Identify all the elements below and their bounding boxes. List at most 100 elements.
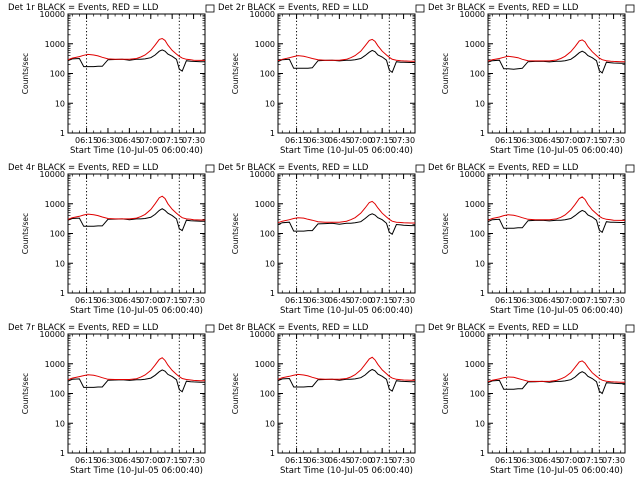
detector-panel-6: Det 6r BLACK = Events, RED = LLD 1 10 100 10… bbox=[428, 163, 635, 316]
y-tick-label: 100 bbox=[50, 230, 65, 239]
events-series-line bbox=[487, 50, 625, 74]
y-tick-label: 10000 bbox=[250, 330, 275, 339]
lld-series-line bbox=[277, 38, 415, 62]
legend-box bbox=[415, 324, 425, 333]
y-tick-label: 10 bbox=[265, 419, 275, 428]
x-tick-label: 07:30 bbox=[602, 136, 625, 145]
y-tick-label: 10000 bbox=[460, 170, 485, 179]
x-tick-label: 06:30 bbox=[306, 456, 329, 465]
events-series-line bbox=[67, 369, 205, 393]
y-tick-label: 10 bbox=[475, 419, 485, 428]
panel-title: Det 6r BLACK = Events, RED = LLD bbox=[428, 163, 579, 173]
x-tick-label: 07:30 bbox=[602, 296, 625, 305]
y-tick-label: 1000 bbox=[465, 360, 485, 369]
x-tick-label: 07:30 bbox=[602, 456, 625, 465]
y-tick-label: 10 bbox=[265, 259, 275, 268]
legend-box bbox=[205, 324, 215, 333]
y-tick-label: 10 bbox=[265, 99, 275, 108]
y-tick-label: 1000 bbox=[45, 360, 65, 369]
y-tick-label: 10 bbox=[475, 259, 485, 268]
y-tick-label: 10 bbox=[475, 99, 485, 108]
events-series-line bbox=[277, 49, 415, 74]
lld-series-line bbox=[67, 37, 205, 61]
y-tick-label: 1000 bbox=[45, 40, 65, 49]
x-tick-label: 06:15 bbox=[495, 296, 518, 305]
y-tick-label: 100 bbox=[260, 390, 275, 399]
lld-series-line bbox=[277, 200, 415, 224]
events-series-line bbox=[277, 213, 415, 235]
x-tick-label: 07:30 bbox=[182, 296, 205, 305]
detector-panel-7: Det 7r BLACK = Events, RED = LLD 1 10 100 10… bbox=[8, 323, 215, 476]
y-tick-label: 1000 bbox=[255, 40, 275, 49]
x-tick-label: 06:45 bbox=[118, 296, 141, 305]
x-axis-label: Start Time (10-Jul-05 06:00:40) bbox=[280, 306, 413, 316]
x-tick-label: 06:45 bbox=[538, 136, 561, 145]
panel-title: Det 2r BLACK = Events, RED = LLD bbox=[218, 3, 369, 13]
y-axis-label: Counts/sec bbox=[21, 213, 30, 254]
y-tick-label: 10000 bbox=[40, 330, 65, 339]
detector-panel-8: Det 8r BLACK = Events, RED = LLD 1 10 100 10… bbox=[218, 323, 425, 476]
x-tick-label: 06:30 bbox=[96, 296, 119, 305]
x-tick-label: 06:15 bbox=[75, 136, 98, 145]
x-tick-label: 07:00 bbox=[559, 456, 582, 465]
x-tick-label: 07:30 bbox=[392, 456, 415, 465]
y-tick-label: 10000 bbox=[460, 10, 485, 19]
legend-box bbox=[625, 324, 635, 333]
x-tick-label: 06:15 bbox=[285, 136, 308, 145]
x-axis-label: Start Time (10-Jul-05 06:00:40) bbox=[70, 146, 203, 156]
x-tick-label: 06:45 bbox=[538, 456, 561, 465]
y-axis-label: Counts/sec bbox=[231, 53, 240, 94]
x-tick-label: 06:15 bbox=[495, 136, 518, 145]
y-tick-label: 1 bbox=[270, 289, 275, 298]
x-tick-label: 07:00 bbox=[349, 136, 372, 145]
x-tick-label: 06:45 bbox=[328, 296, 351, 305]
x-tick-label: 07:00 bbox=[139, 136, 162, 145]
x-tick-label: 06:45 bbox=[328, 456, 351, 465]
x-tick-label: 06:15 bbox=[285, 296, 308, 305]
x-tick-label: 06:30 bbox=[306, 296, 329, 305]
x-axis-label: Start Time (10-Jul-05 06:00:40) bbox=[280, 466, 413, 476]
x-tick-label: 06:30 bbox=[516, 296, 539, 305]
x-tick-label: 07:30 bbox=[392, 136, 415, 145]
y-tick-label: 1000 bbox=[255, 200, 275, 209]
lld-series-line bbox=[487, 196, 625, 221]
x-tick-label: 06:15 bbox=[75, 456, 98, 465]
y-tick-label: 10000 bbox=[250, 10, 275, 19]
events-series-line bbox=[67, 49, 205, 72]
x-tick-label: 07:15 bbox=[161, 136, 184, 145]
events-series-line bbox=[67, 208, 205, 232]
y-tick-label: 1 bbox=[270, 449, 275, 458]
x-axis-label: Start Time (10-Jul-05 06:00:40) bbox=[70, 306, 203, 316]
x-tick-label: 06:30 bbox=[306, 136, 329, 145]
y-axis-label: Counts/sec bbox=[231, 213, 240, 254]
legend-box bbox=[625, 164, 635, 173]
x-tick-label: 07:00 bbox=[559, 296, 582, 305]
y-axis-label: Counts/sec bbox=[231, 373, 240, 414]
x-tick-label: 06:45 bbox=[118, 136, 141, 145]
x-axis-label: Start Time (10-Jul-05 06:00:40) bbox=[70, 466, 203, 476]
panel-title: Det 4r BLACK = Events, RED = LLD bbox=[8, 163, 159, 173]
x-tick-label: 07:15 bbox=[581, 136, 604, 145]
panel-title: Det 8r BLACK = Events, RED = LLD bbox=[218, 323, 369, 333]
lld-series-line bbox=[277, 356, 415, 381]
y-tick-label: 10000 bbox=[250, 170, 275, 179]
legend-box bbox=[415, 164, 425, 173]
x-tick-label: 07:30 bbox=[182, 456, 205, 465]
x-tick-label: 07:00 bbox=[139, 456, 162, 465]
legend-box bbox=[415, 4, 425, 13]
x-tick-label: 07:00 bbox=[559, 136, 582, 145]
y-axis-label: Counts/sec bbox=[21, 53, 30, 94]
panel-title: Det 5r BLACK = Events, RED = LLD bbox=[218, 163, 369, 173]
y-tick-label: 1 bbox=[60, 449, 65, 458]
x-tick-label: 07:15 bbox=[581, 456, 604, 465]
y-tick-label: 100 bbox=[260, 70, 275, 79]
y-tick-label: 1 bbox=[480, 289, 485, 298]
legend-box bbox=[205, 164, 215, 173]
y-tick-label: 1000 bbox=[465, 200, 485, 209]
events-series-line bbox=[277, 368, 415, 392]
lld-series-line bbox=[487, 360, 625, 383]
legend-box bbox=[625, 4, 635, 13]
y-tick-label: 10 bbox=[55, 99, 65, 108]
